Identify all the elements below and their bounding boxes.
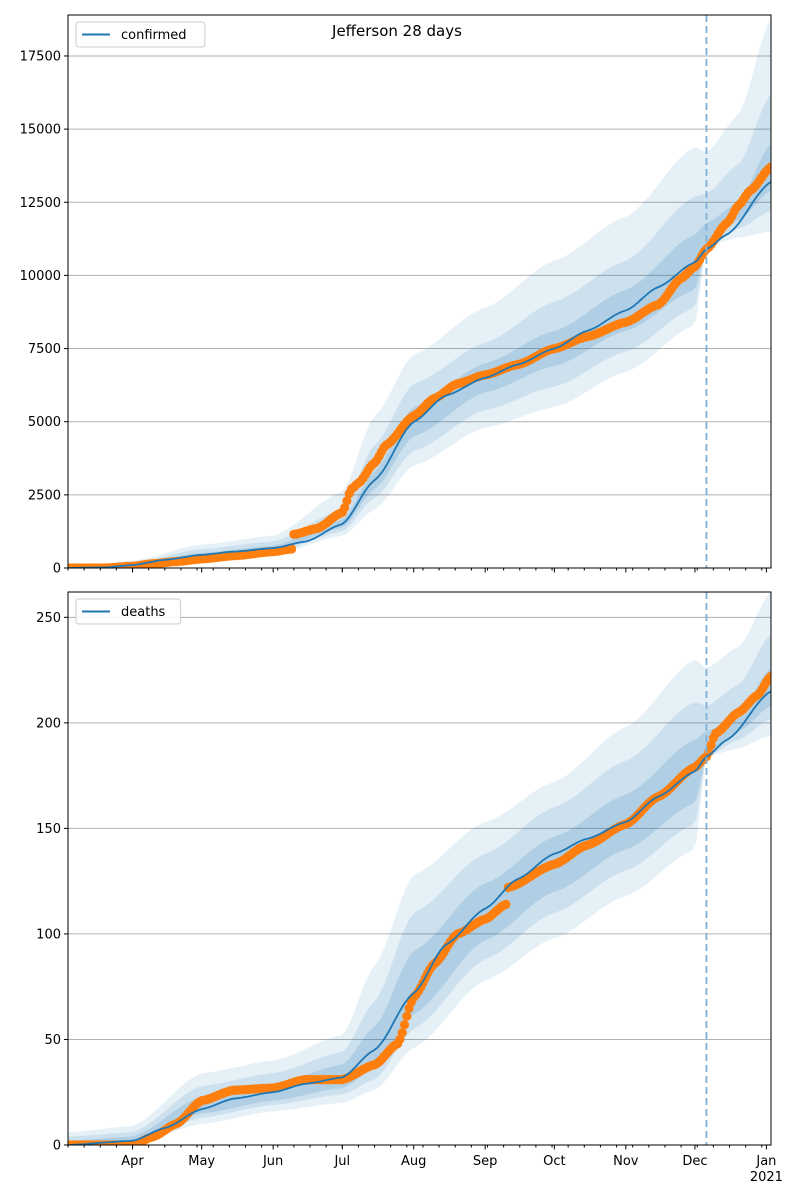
observed-point	[706, 740, 716, 750]
x-tick-label: Dec	[682, 1154, 707, 1169]
y-tick-label: 15000	[20, 123, 61, 138]
x-tick-label: Aug	[401, 1154, 426, 1169]
legend-label: confirmed	[121, 28, 187, 43]
panel-frame	[67, 14, 772, 569]
x-tick-label: May	[188, 1154, 215, 1169]
y-tick-label: 100	[36, 927, 61, 942]
x-tick-label: Oct	[543, 1154, 565, 1169]
x-tick-label: Apr	[121, 1154, 144, 1169]
y-tick-label: 7500	[28, 342, 61, 357]
observed-point	[402, 1011, 412, 1021]
x-tick-label: Jul	[333, 1154, 350, 1169]
y-tick-label: 250	[36, 611, 61, 626]
observed-point	[766, 671, 771, 681]
chart-panel-2: 0 50 100 150 200 250 Apr May Jun Jul Aug Sep Oct Nov D…	[36, 591, 783, 1185]
plot-area	[68, 592, 771, 1145]
legend-box	[75, 598, 182, 625]
legend-box	[75, 21, 206, 48]
band-middle	[68, 94, 771, 568]
x-tick-label: Nov	[613, 1154, 639, 1169]
x-tick-label: Jun	[262, 1154, 283, 1169]
x-tick-label: Jan	[755, 1154, 776, 1169]
chart-panel-1: 0 2500 5000 7500 10000 12500 15000 17500 confirm…	[20, 14, 772, 577]
y-tick-label: 50	[44, 1033, 61, 1048]
legend: confirmed	[75, 21, 206, 48]
y-tick-label: 5000	[28, 415, 61, 430]
observed-point	[501, 899, 511, 910]
y-tick-label: 12500	[20, 196, 61, 211]
y-tick-label: 17500	[20, 49, 61, 64]
panel-frame	[67, 591, 772, 1146]
y-tick-label: 0	[53, 1139, 61, 1154]
chart-title: Jefferson 28 days	[331, 22, 462, 40]
series-line-confirmed	[68, 181, 771, 568]
x-tick-label: 2021	[750, 1170, 783, 1185]
observed-point	[287, 544, 297, 554]
legend-label: deaths	[121, 605, 166, 620]
y-tick-label: 2500	[28, 488, 61, 503]
y-tick-label: 150	[36, 822, 61, 837]
observed-point	[340, 503, 350, 513]
observed-point	[766, 162, 771, 172]
series-line-deaths	[68, 690, 771, 1145]
y-tick-label: 0	[53, 562, 61, 577]
x-tick-label: Sep	[473, 1154, 498, 1169]
y-tick-label: 10000	[20, 269, 61, 284]
band-outer	[68, 17, 771, 568]
band-outer	[68, 592, 771, 1145]
y-tick-label: 200	[36, 716, 61, 731]
observed-point	[397, 1028, 407, 1038]
plot-area	[68, 17, 771, 568]
observed-point	[399, 1020, 410, 1030]
legend: deaths	[75, 598, 182, 625]
observed-point	[342, 496, 352, 506]
